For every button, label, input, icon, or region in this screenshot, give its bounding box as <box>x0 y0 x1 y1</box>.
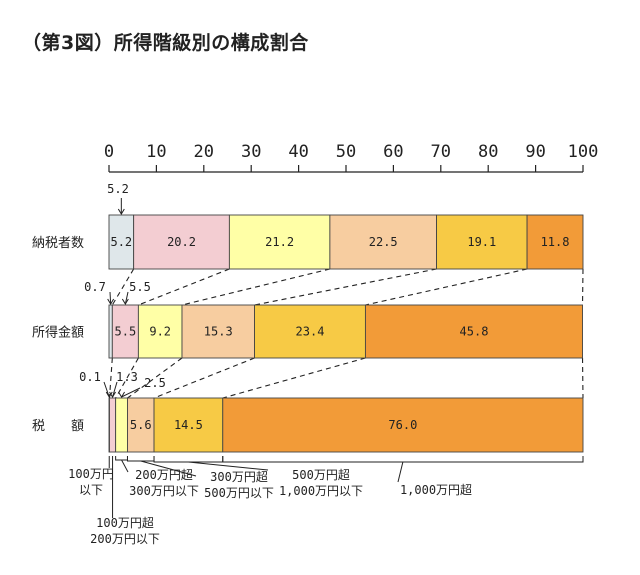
bar-segment <box>133 214 230 270</box>
segment-value-label: 11.8 <box>541 235 570 249</box>
dashed-connector <box>127 357 183 399</box>
legend-label: 100万円 <box>68 467 114 481</box>
legend-label: 1,000万円以下 <box>279 484 363 498</box>
x-tick-label: 90 <box>525 142 545 162</box>
bar-segment <box>115 397 128 453</box>
bar-segment <box>228 214 331 270</box>
dashed-connector <box>108 357 113 399</box>
segment-value-label: 0.7 <box>84 280 106 294</box>
dashed-connector <box>222 357 366 399</box>
x-tick-label: 50 <box>336 142 356 162</box>
label-arrowhead <box>105 391 113 398</box>
segment-value-label: 0.1 <box>79 370 101 384</box>
label-arrowhead <box>117 208 125 215</box>
bar-segment <box>222 397 584 453</box>
legend-label: 200万円以下 <box>90 532 160 546</box>
label-arrow <box>112 381 118 398</box>
bracket-line <box>115 456 128 461</box>
legend-label: 200万円超 <box>135 467 193 482</box>
page-title: （第3図）所得階級別の構成割合 <box>22 32 309 54</box>
segment-value-label: 19.1 <box>467 235 496 249</box>
segment-value-label: 5.5 <box>129 280 151 294</box>
legend-label: 500万円以下 <box>204 486 274 500</box>
x-tick-label: 10 <box>146 142 166 162</box>
segment-value-label: 5.2 <box>107 182 129 196</box>
bar-segment <box>526 214 584 270</box>
bracket-line <box>397 461 404 483</box>
legend-label: 1,000万円超 <box>400 482 472 497</box>
dashed-connector <box>153 357 255 399</box>
legend-label: 500万円超 <box>292 467 350 482</box>
bracket-line <box>140 460 197 477</box>
label-arrowhead <box>107 298 115 305</box>
x-tick-label: 40 <box>288 142 308 162</box>
segment-value-label: 45.8 <box>460 325 489 339</box>
segment-value-label: 20.2 <box>167 235 196 249</box>
segment-value-label: 23.4 <box>296 325 325 339</box>
bar-segment <box>137 304 183 359</box>
segment-value-label: 1.3 <box>116 370 138 384</box>
legend-label: 100万円超 <box>96 515 154 530</box>
legend-label: 300万円超 <box>210 469 268 484</box>
dashed-connector <box>138 268 230 306</box>
bar-segment <box>181 304 255 359</box>
x-tick-label: 20 <box>194 142 214 162</box>
legend-label: 300万円以下 <box>129 484 199 498</box>
segment-value-label: 5.6 <box>130 418 152 432</box>
label-arrow <box>121 387 141 398</box>
bar-segment <box>108 214 135 270</box>
bar-segment <box>329 214 437 270</box>
x-tick-label: 80 <box>478 142 498 162</box>
segment-value-label: 5.2 <box>110 235 132 249</box>
dashed-connector <box>181 268 331 306</box>
x-tick-label: 0 <box>104 142 114 162</box>
label-arrow <box>109 291 112 305</box>
segment-value-label: 15.3 <box>204 325 233 339</box>
legend-label: 以下 <box>79 483 103 497</box>
bar-segment <box>109 397 117 453</box>
segment-value-label: 76.0 <box>388 418 417 432</box>
label-arrowhead <box>121 298 129 305</box>
segment-value-label: 5.5 <box>115 325 137 339</box>
bar-segment <box>108 304 113 359</box>
dashed-connector <box>365 268 528 306</box>
segment-value-label: 2.5 <box>144 376 166 390</box>
category-label: 納税者数 <box>32 236 84 251</box>
dashed-connector <box>111 268 135 306</box>
bracket-line <box>121 459 129 473</box>
bar-segment <box>436 214 528 270</box>
x-tick-label: 70 <box>431 142 451 162</box>
bracket-line <box>222 456 584 463</box>
segment-value-label: 22.5 <box>369 235 398 249</box>
segment-value-label: 9.2 <box>149 325 171 339</box>
label-arrow <box>103 381 110 398</box>
segment-value-label: 21.2 <box>265 235 294 249</box>
label-arrow <box>124 291 129 305</box>
category-label: 税 額 <box>32 419 84 434</box>
bar-segment <box>254 304 366 359</box>
dashed-connector <box>254 268 437 306</box>
x-tick-label: 30 <box>241 142 261 162</box>
bracket-line <box>153 456 224 463</box>
label-arrowhead <box>109 391 116 398</box>
label-arrowhead <box>118 391 125 398</box>
bracket-line <box>188 461 269 471</box>
bar-segment <box>364 304 583 359</box>
bracket-line <box>126 456 155 462</box>
segment-value-label: 14.5 <box>174 418 203 432</box>
category-label: 所得金額 <box>32 325 84 341</box>
x-tick-label: 60 <box>383 142 403 162</box>
dashed-connector <box>115 357 139 399</box>
x-tick-label: 100 <box>568 142 599 162</box>
